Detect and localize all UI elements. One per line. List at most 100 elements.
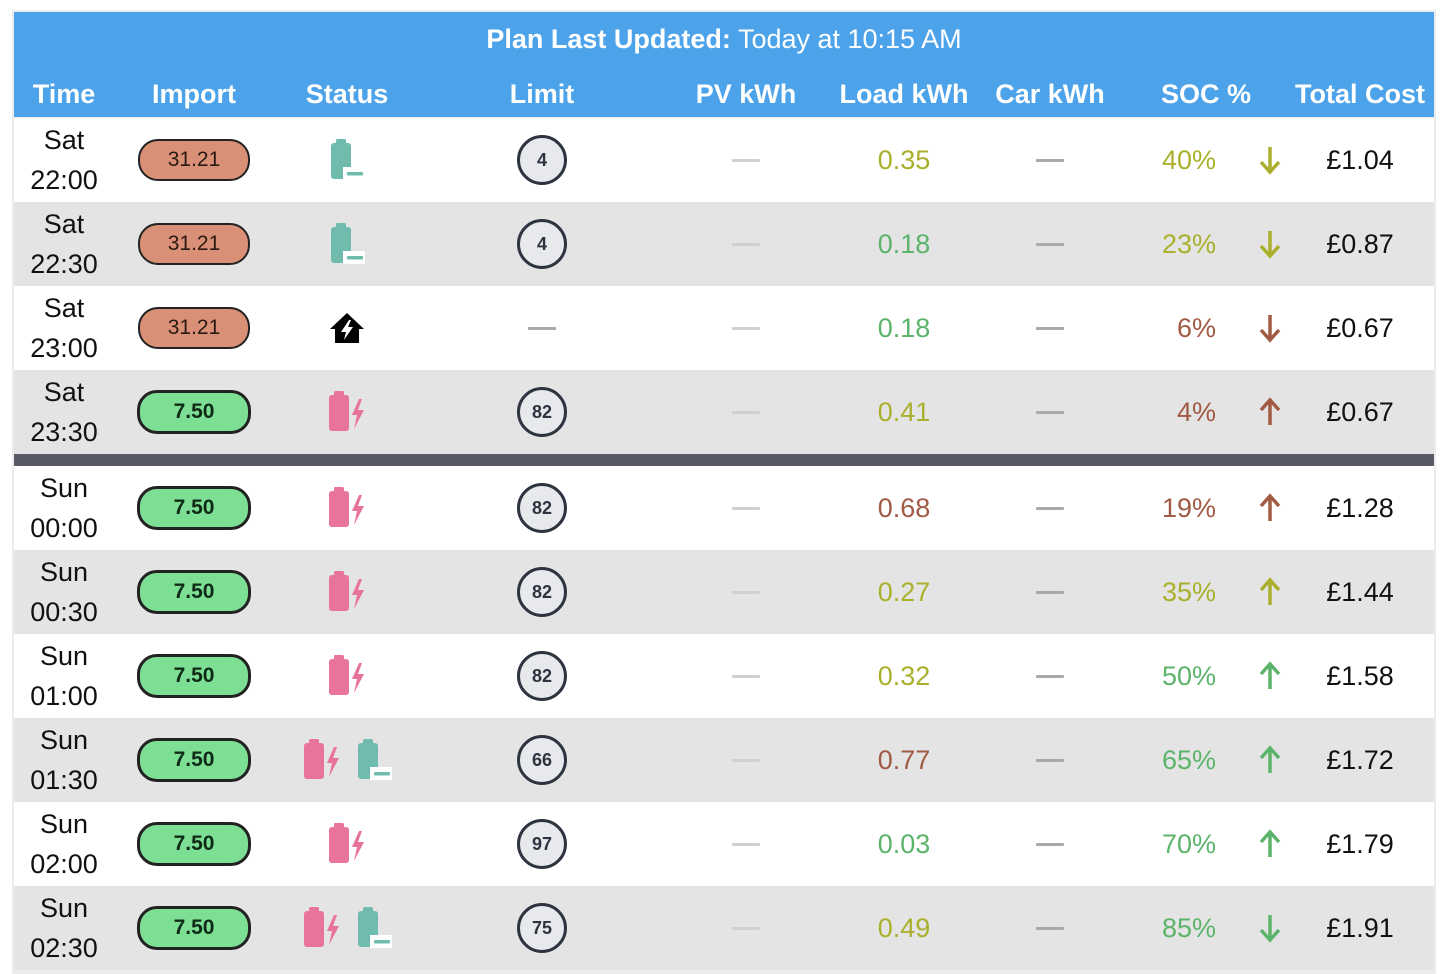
total-cost-value: £1.04 — [1326, 144, 1394, 175]
col-header-import[interactable]: Import — [152, 79, 236, 109]
table-row[interactable]: Sat 22:00 31.21 4 — 0.35 — 40% £1.04 — [14, 118, 1434, 202]
import-cell: 7.50 — [132, 550, 256, 634]
table-row[interactable]: Sun 00:30 7.50 82 — 0.27 — 35% £1.44 — [14, 550, 1434, 634]
col-header-status[interactable]: Status — [305, 79, 389, 109]
car-dash — [1036, 758, 1064, 762]
time-value: 22:30 — [30, 249, 98, 279]
time-value: 22:00 — [30, 165, 98, 195]
total-cost-cell: £1.79 — [1286, 802, 1434, 886]
status-cell — [284, 286, 410, 370]
status-cell — [284, 718, 410, 802]
table-row[interactable]: Sun 02:30 7.50 75 — 0.49 — 85% £1.91 — [14, 886, 1434, 970]
col-header-limit[interactable]: Limit — [509, 79, 575, 109]
time-cell: Sat 22:30 — [14, 202, 114, 286]
limit-cell: 82 — [480, 550, 604, 634]
time-cell: Sun 02:00 — [14, 802, 114, 886]
load-cell: 0.18 — [826, 202, 982, 286]
total-cost-value: £0.67 — [1326, 396, 1394, 427]
time-cell: Sat 23:30 — [14, 370, 114, 454]
day-divider — [14, 454, 1434, 466]
table-row[interactable]: Sun 01:30 7.50 66 — 0.77 — 65% £1.72 — [14, 718, 1434, 802]
pv-cell: — — [678, 886, 814, 970]
limit-badge: 75 — [517, 903, 567, 953]
col-header-load[interactable]: Load kWh — [839, 79, 969, 109]
pv-dash — [732, 674, 760, 678]
time-cell: Sat 22:00 — [14, 118, 114, 202]
time-value: 01:30 — [30, 765, 98, 795]
table-row[interactable]: Sun 00:00 7.50 82 — 0.68 — 19% £1.28 — [14, 466, 1434, 550]
load-value: 0.35 — [877, 144, 931, 175]
import-rate-badge: 7.50 — [137, 654, 251, 698]
charge-icon — [327, 391, 367, 433]
total-cost-cell: £0.87 — [1286, 202, 1434, 286]
charge-icon — [327, 655, 367, 697]
soc-value: 19% — [1161, 492, 1216, 523]
total-cost-value: £1.79 — [1326, 828, 1394, 859]
import-rate-badge: 7.50 — [137, 570, 251, 614]
time-value: 23:30 — [30, 417, 98, 447]
arrow-down-icon — [1238, 145, 1282, 175]
limit-cell: 4 — [480, 202, 604, 286]
limit-badge: 97 — [517, 819, 567, 869]
car-dash — [1036, 410, 1064, 414]
status-cell — [284, 802, 410, 886]
pv-dash — [732, 506, 760, 510]
pv-dash — [732, 242, 760, 246]
col-header-time[interactable]: Time — [32, 79, 96, 109]
plan-updated-value: Today at 10:15 AM — [737, 24, 962, 54]
limit-cell: — — [480, 286, 604, 370]
limit-cell: 66 — [480, 718, 604, 802]
col-header-car[interactable]: Car kWh — [995, 79, 1105, 109]
time-value: 00:00 — [30, 513, 98, 543]
table-row[interactable]: Sat 23:30 7.50 82 — 0.41 — 4% £0.67 — [14, 370, 1434, 454]
time-day: Sun — [39, 893, 89, 923]
limit-badge: 4 — [517, 219, 567, 269]
pv-cell: — — [678, 202, 814, 286]
import-cell: 31.21 — [132, 118, 256, 202]
soc-value: 23% — [1161, 228, 1216, 259]
col-header-total-cost[interactable]: Total Cost — [1295, 79, 1425, 109]
arrow-down-icon — [1238, 229, 1282, 259]
pv-dash — [732, 326, 760, 330]
time-day: Sun — [39, 725, 89, 755]
table-row[interactable]: Sat 22:30 31.21 4 — 0.18 — 23% £0.87 — [14, 202, 1434, 286]
pv-dash — [732, 410, 760, 414]
import-rate-badge: 7.50 — [137, 906, 251, 950]
load-cell: 0.03 — [826, 802, 982, 886]
total-cost-cell: £0.67 — [1286, 286, 1434, 370]
import-rate-badge: 7.50 — [137, 822, 251, 866]
total-cost-cell: £1.44 — [1286, 550, 1434, 634]
arrow-up-icon — [1238, 397, 1282, 427]
table-row[interactable]: Sat 23:00 31.21 — — 0.18 — 6% £0.67 — [14, 286, 1434, 370]
soc-cell: 65% — [1152, 718, 1292, 802]
table-row[interactable]: Sun 02:00 7.50 97 — 0.03 — 70% £1.79 — [14, 802, 1434, 886]
time-value: 01:00 — [30, 681, 98, 711]
soc-cell: 6% — [1152, 286, 1292, 370]
pv-cell: — — [678, 550, 814, 634]
status-cell — [284, 202, 410, 286]
car-dash — [1036, 674, 1064, 678]
car-dash — [1036, 590, 1064, 594]
col-header-soc[interactable]: SOC % — [1160, 79, 1252, 109]
limit-cell: 82 — [480, 466, 604, 550]
soc-cell: 50% — [1152, 634, 1292, 718]
limit-cell: 97 — [480, 802, 604, 886]
time-value: 02:00 — [30, 849, 98, 879]
status-cell — [284, 550, 410, 634]
car-cell: — — [982, 466, 1118, 550]
time-cell: Sun 02:30 — [14, 886, 114, 970]
car-cell: — — [982, 718, 1118, 802]
table-row[interactable]: Sun 01:00 7.50 82 — 0.32 — 50% £1.58 — [14, 634, 1434, 718]
pv-cell: — — [678, 286, 814, 370]
soc-value: 4% — [1176, 396, 1216, 427]
import-cell: 7.50 — [132, 634, 256, 718]
time-day: Sat — [43, 377, 85, 407]
plan-updated-label: Plan Last Updated: — [486, 24, 731, 54]
soc-cell: 35% — [1152, 550, 1292, 634]
car-cell: — — [982, 634, 1118, 718]
import-cell: 7.50 — [132, 718, 256, 802]
import-rate-badge: 31.21 — [138, 139, 250, 181]
load-value: 0.18 — [877, 312, 931, 343]
col-header-pv[interactable]: PV kWh — [695, 79, 797, 109]
time-cell: Sat 23:00 — [14, 286, 114, 370]
